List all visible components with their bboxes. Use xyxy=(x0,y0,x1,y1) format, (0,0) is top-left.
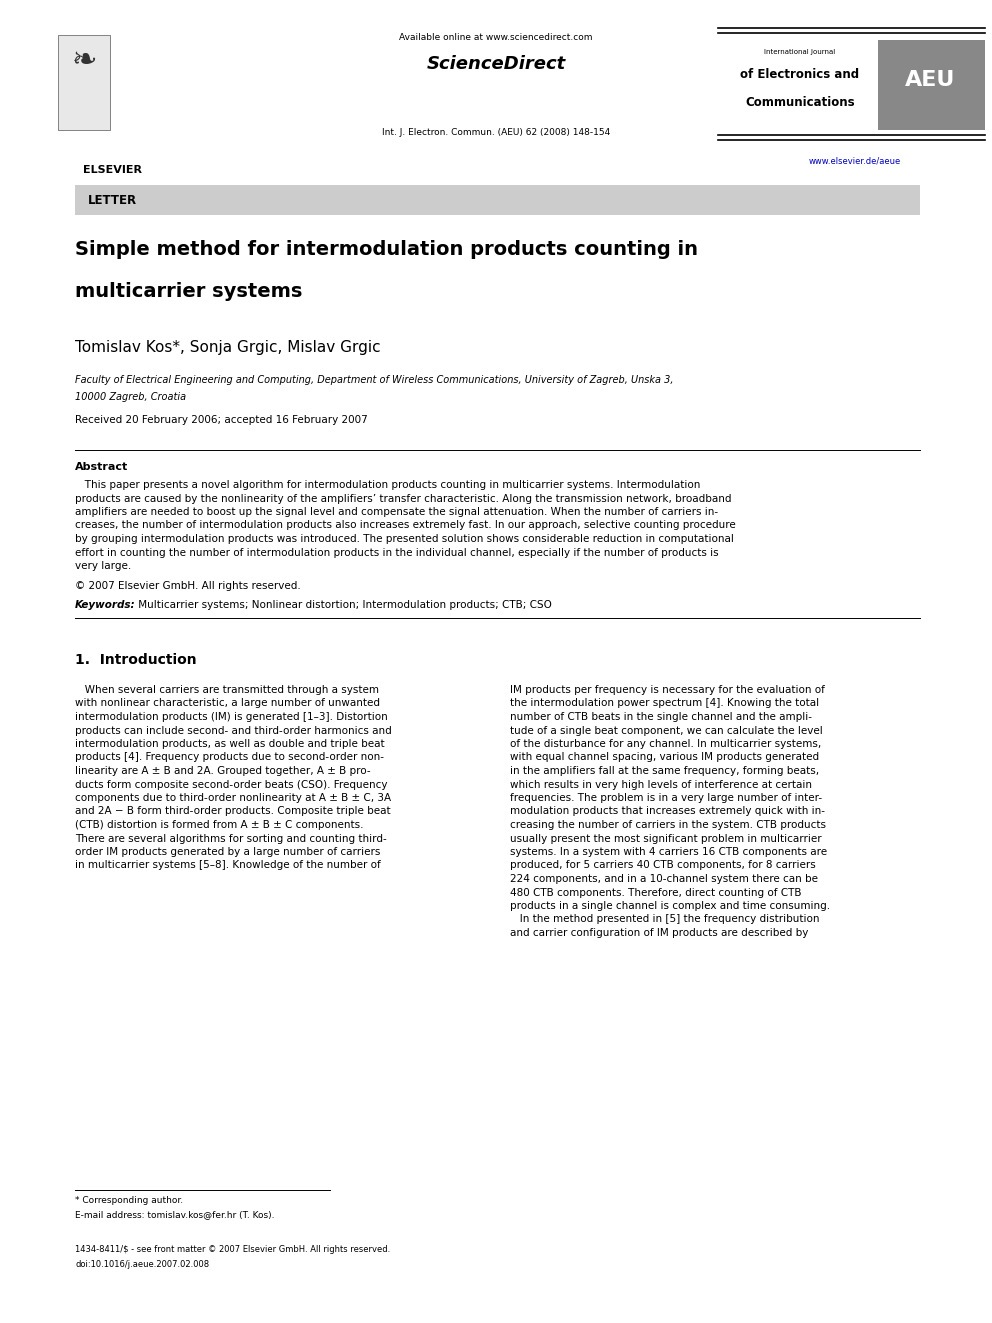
Text: and 2A − B form third-order products. Composite triple beat: and 2A − B form third-order products. Co… xyxy=(75,807,391,816)
Text: effort in counting the number of intermodulation products in the individual chan: effort in counting the number of intermo… xyxy=(75,548,718,557)
Text: with nonlinear characteristic, a large number of unwanted: with nonlinear characteristic, a large n… xyxy=(75,699,380,709)
Text: LETTER: LETTER xyxy=(88,194,137,206)
Text: frequencies. The problem is in a very large number of inter-: frequencies. The problem is in a very la… xyxy=(510,792,822,803)
Text: amplifiers are needed to boost up the signal level and compensate the signal att: amplifiers are needed to boost up the si… xyxy=(75,507,718,517)
Text: Communications: Communications xyxy=(745,95,855,108)
Text: Available online at www.sciencedirect.com: Available online at www.sciencedirect.co… xyxy=(399,33,593,42)
Text: IM products per frequency is necessary for the evaluation of: IM products per frequency is necessary f… xyxy=(510,685,825,695)
Text: Multicarrier systems; Nonlinear distortion; Intermodulation products; CTB; CSO: Multicarrier systems; Nonlinear distorti… xyxy=(135,601,552,610)
Text: with equal channel spacing, various IM products generated: with equal channel spacing, various IM p… xyxy=(510,753,819,762)
Bar xyxy=(75,185,920,216)
Text: Keywords:: Keywords: xyxy=(75,601,136,610)
Text: products are caused by the nonlinearity of the amplifiers’ transfer characterist: products are caused by the nonlinearity … xyxy=(75,493,731,504)
Text: Tomislav Kos*, Sonja Grgic, Mislav Grgic: Tomislav Kos*, Sonja Grgic, Mislav Grgic xyxy=(75,340,381,355)
Text: 480 CTB components. Therefore, direct counting of CTB: 480 CTB components. Therefore, direct co… xyxy=(510,888,802,897)
Text: ELSEVIER: ELSEVIER xyxy=(82,165,142,175)
Text: by grouping intermodulation products was introduced. The presented solution show: by grouping intermodulation products was… xyxy=(75,534,734,544)
Text: in the amplifiers fall at the same frequency, forming beats,: in the amplifiers fall at the same frequ… xyxy=(510,766,819,777)
Text: very large.: very large. xyxy=(75,561,131,572)
Text: © 2007 Elsevier GmbH. All rights reserved.: © 2007 Elsevier GmbH. All rights reserve… xyxy=(75,581,301,591)
Text: Abstract: Abstract xyxy=(75,462,128,472)
Text: in multicarrier systems [5–8]. Knowledge of the number of: in multicarrier systems [5–8]. Knowledge… xyxy=(75,860,381,871)
Text: doi:10.1016/j.aeue.2007.02.008: doi:10.1016/j.aeue.2007.02.008 xyxy=(75,1259,209,1269)
Text: of the disturbance for any channel. In multicarrier systems,: of the disturbance for any channel. In m… xyxy=(510,740,821,749)
Text: This paper presents a novel algorithm for intermodulation products counting in m: This paper presents a novel algorithm fo… xyxy=(75,480,700,490)
Text: There are several algorithms for sorting and counting third-: There are several algorithms for sorting… xyxy=(75,833,387,844)
Text: International Journal: International Journal xyxy=(765,49,835,56)
Text: ❧: ❧ xyxy=(71,45,97,74)
Text: 10000 Zagreb, Croatia: 10000 Zagreb, Croatia xyxy=(75,392,186,402)
Text: ducts form composite second-order beats (CSO). Frequency: ducts form composite second-order beats … xyxy=(75,779,388,790)
Text: * Corresponding author.: * Corresponding author. xyxy=(75,1196,184,1205)
Text: Simple method for intermodulation products counting in: Simple method for intermodulation produc… xyxy=(75,239,698,259)
Text: systems. In a system with 4 carriers 16 CTB components are: systems. In a system with 4 carriers 16 … xyxy=(510,847,827,857)
Text: In the method presented in [5] the frequency distribution: In the method presented in [5] the frequ… xyxy=(510,914,819,925)
Text: When several carriers are transmitted through a system: When several carriers are transmitted th… xyxy=(75,685,379,695)
Text: of Electronics and: of Electronics and xyxy=(740,69,859,82)
Text: components due to third-order nonlinearity at A ± B ± C, 3A: components due to third-order nonlineari… xyxy=(75,792,391,803)
Text: usually present the most significant problem in multicarrier: usually present the most significant pro… xyxy=(510,833,821,844)
Text: intermodulation products, as well as double and triple beat: intermodulation products, as well as dou… xyxy=(75,740,385,749)
Text: which results in very high levels of interference at certain: which results in very high levels of int… xyxy=(510,779,812,790)
Text: modulation products that increases extremely quick with in-: modulation products that increases extre… xyxy=(510,807,825,816)
Text: intermodulation products (IM) is generated [1–3]. Distortion: intermodulation products (IM) is generat… xyxy=(75,712,388,722)
Text: AEU: AEU xyxy=(905,70,955,90)
Text: products in a single channel is complex and time consuming.: products in a single channel is complex … xyxy=(510,901,830,912)
Text: 1.  Introduction: 1. Introduction xyxy=(75,654,196,667)
Text: (CTB) distortion is formed from A ± B ± C components.: (CTB) distortion is formed from A ± B ± … xyxy=(75,820,363,830)
Text: creasing the number of carriers in the system. CTB products: creasing the number of carriers in the s… xyxy=(510,820,826,830)
Text: E-mail address: tomislav.kos@fer.hr (T. Kos).: E-mail address: tomislav.kos@fer.hr (T. … xyxy=(75,1211,275,1218)
Text: creases, the number of intermodulation products also increases extremely fast. I: creases, the number of intermodulation p… xyxy=(75,520,736,531)
Text: 1434-8411/$ - see front matter © 2007 Elsevier GmbH. All rights reserved.: 1434-8411/$ - see front matter © 2007 El… xyxy=(75,1245,390,1254)
Text: produced, for 5 carriers 40 CTB components, for 8 carriers: produced, for 5 carriers 40 CTB componen… xyxy=(510,860,815,871)
Bar xyxy=(878,40,985,130)
Text: tude of a single beat component, we can calculate the level: tude of a single beat component, we can … xyxy=(510,725,822,736)
Text: linearity are A ± B and 2A. Grouped together, A ± B pro-: linearity are A ± B and 2A. Grouped toge… xyxy=(75,766,371,777)
Text: the intermodulation power spectrum [4]. Knowing the total: the intermodulation power spectrum [4]. … xyxy=(510,699,819,709)
Text: 224 components, and in a 10-channel system there can be: 224 components, and in a 10-channel syst… xyxy=(510,875,818,884)
Text: products [4]. Frequency products due to second-order non-: products [4]. Frequency products due to … xyxy=(75,753,384,762)
Text: number of CTB beats in the single channel and the ampli-: number of CTB beats in the single channe… xyxy=(510,712,812,722)
Text: and carrier configuration of IM products are described by: and carrier configuration of IM products… xyxy=(510,927,808,938)
Text: www.elsevier.de/aeue: www.elsevier.de/aeue xyxy=(808,157,901,165)
Text: multicarrier systems: multicarrier systems xyxy=(75,282,303,302)
Text: Received 20 February 2006; accepted 16 February 2007: Received 20 February 2006; accepted 16 F… xyxy=(75,415,368,425)
Bar xyxy=(58,34,110,130)
Text: Int. J. Electron. Commun. (AEU) 62 (2008) 148-154: Int. J. Electron. Commun. (AEU) 62 (2008… xyxy=(382,128,610,138)
Text: ScienceDirect: ScienceDirect xyxy=(427,56,565,73)
Text: order IM products generated by a large number of carriers: order IM products generated by a large n… xyxy=(75,847,380,857)
Text: Faculty of Electrical Engineering and Computing, Department of Wireless Communic: Faculty of Electrical Engineering and Co… xyxy=(75,374,674,385)
Text: products can include second- and third-order harmonics and: products can include second- and third-o… xyxy=(75,725,392,736)
